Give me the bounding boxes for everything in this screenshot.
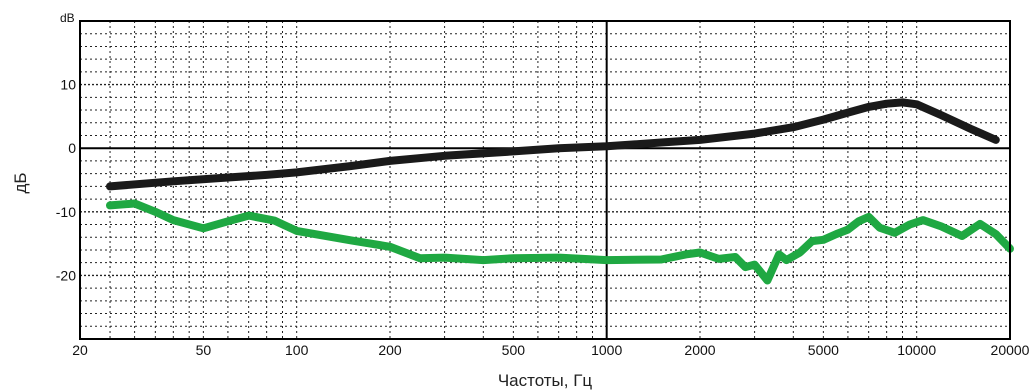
- x-tick-label: 200: [378, 342, 402, 358]
- y-tick-label: -20: [56, 267, 76, 283]
- x-tick-label: 2000: [684, 342, 715, 358]
- series-line-2: [106, 199, 1014, 285]
- x-axis-label: Частоты, Гц: [498, 371, 593, 390]
- x-tick-label: 100: [285, 342, 309, 358]
- y-axis-label: дБ: [11, 172, 30, 193]
- unit-label: dB: [60, 11, 75, 25]
- x-tick-label: 5000: [808, 342, 839, 358]
- x-tick-label: 20: [72, 342, 88, 358]
- y-tick-label: 10: [60, 77, 76, 93]
- y-tick-labels: 10 0 -10 -20: [56, 77, 76, 284]
- y-tick-label: -10: [56, 204, 76, 220]
- series-layer: [106, 98, 1014, 285]
- x-tick-label: 10000: [897, 342, 936, 358]
- y-tick-label: 0: [68, 140, 76, 156]
- x-tick-label: 50: [196, 342, 212, 358]
- x-tick-label: 500: [502, 342, 526, 358]
- x-tick-label: 20000: [991, 342, 1030, 358]
- series-line-1: [106, 98, 1000, 191]
- x-tick-label: 1000: [591, 342, 622, 358]
- x-tick-labels: 20 50 100 200 500 1000 2000 5000 10000 20000: [72, 342, 1029, 358]
- plot-frame: [79, 20, 1011, 340]
